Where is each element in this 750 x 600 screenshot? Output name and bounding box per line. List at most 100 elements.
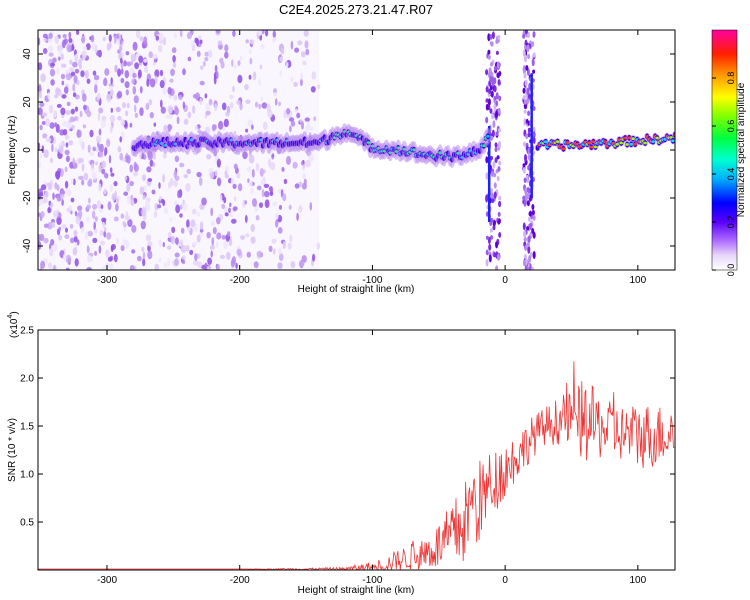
noise-cell	[38, 62, 43, 71]
noise-cell	[216, 217, 221, 225]
artifact-cell	[490, 72, 494, 77]
noise-cell	[181, 255, 187, 260]
noise-cell	[86, 110, 92, 118]
noise-cell	[245, 233, 250, 238]
noise-cell	[204, 57, 209, 62]
noise-cell	[224, 51, 229, 59]
track-peak	[603, 140, 608, 144]
noise-cell	[60, 107, 66, 116]
noise-cell	[58, 234, 63, 241]
artifact-cell	[524, 30, 528, 35]
noise-cell	[179, 213, 183, 218]
noise-cell	[108, 34, 112, 42]
noise-cell	[124, 81, 130, 89]
track-peak	[555, 140, 560, 144]
artifact-cell	[523, 141, 526, 147]
noise-cell	[310, 126, 314, 131]
noise-cell	[41, 145, 45, 154]
noise-cell	[70, 197, 75, 203]
noise-cell	[244, 214, 248, 223]
noise-cell	[81, 163, 85, 172]
noise-cell	[60, 73, 66, 80]
artifact-cell	[494, 147, 498, 153]
artifact-cell	[532, 231, 536, 239]
noise-cell	[52, 57, 57, 63]
artifact-cell	[493, 66, 497, 71]
artifact-cell	[522, 87, 526, 94]
noise-cell	[119, 152, 124, 161]
artifact-cell	[489, 34, 493, 40]
noise-cell	[70, 210, 73, 215]
noise-cell	[265, 30, 269, 37]
noise-cell	[187, 56, 192, 62]
artifact-cell	[526, 187, 530, 193]
noise-cell	[144, 200, 150, 209]
noise-cell	[297, 40, 303, 46]
snr-x-ticks: -300 -200 -100 0 100	[97, 330, 647, 586]
noise-cell	[193, 260, 199, 266]
artifact-cell	[495, 241, 499, 249]
noise-cell	[214, 103, 218, 112]
noise-cell	[203, 61, 206, 67]
noise-cell	[279, 70, 282, 77]
noise-cell	[173, 170, 177, 179]
artifact-cell	[488, 254, 492, 263]
noise-cell	[207, 257, 213, 265]
noise-cell	[206, 154, 212, 160]
noise-cell	[42, 133, 48, 139]
noise-cell	[63, 38, 68, 45]
noise-cell	[95, 135, 102, 143]
noise-cell	[263, 183, 270, 188]
noise-cell	[258, 202, 264, 209]
noise-cell	[115, 203, 119, 212]
noise-cell	[174, 200, 178, 206]
noise-cell	[171, 226, 176, 234]
noise-cell	[78, 157, 84, 163]
noise-cell	[66, 188, 72, 197]
noise-cell	[196, 171, 202, 178]
noise-cell	[68, 140, 74, 146]
artifact-cell	[532, 215, 536, 221]
artifact-cell	[488, 88, 492, 95]
artifact-cell	[527, 154, 531, 160]
artifact-cell	[496, 61, 500, 70]
noise-cell	[92, 147, 97, 152]
noise-cell	[160, 99, 163, 108]
noise-cell	[248, 74, 252, 80]
noise-cell	[116, 33, 119, 39]
x-tick-label: -100	[362, 575, 382, 586]
colorbar-tick-label: 0.2	[726, 216, 736, 229]
artifact-cell	[532, 251, 536, 259]
noise-cell	[43, 149, 49, 158]
artifact-cell	[527, 31, 530, 39]
noise-cell	[312, 253, 316, 262]
noise-cell	[42, 48, 48, 55]
noise-cell	[304, 40, 309, 49]
noise-cell	[216, 158, 221, 168]
noise-cell	[186, 168, 191, 175]
noise-cell	[86, 245, 90, 254]
noise-cell	[201, 197, 207, 206]
noise-cell	[130, 53, 137, 62]
noise-cell	[259, 167, 264, 177]
artifact-cell	[527, 245, 531, 254]
artifact-cell	[491, 113, 495, 120]
noise-cell	[174, 237, 179, 245]
noise-cell	[38, 160, 41, 169]
noise-cell	[65, 254, 72, 264]
noise-cell	[219, 254, 226, 259]
noise-cell	[296, 212, 299, 221]
artifact-cell	[493, 191, 497, 199]
artifact-cell	[485, 249, 489, 256]
noise-cell	[48, 104, 54, 114]
noise-cell	[204, 51, 210, 57]
artifact-cell	[489, 108, 493, 114]
artifact-cell	[493, 252, 497, 258]
y-tick-label: -20	[22, 190, 33, 205]
noise-cell	[256, 185, 262, 191]
noise-cell	[192, 94, 198, 99]
noise-cell	[48, 32, 53, 40]
track-peak	[591, 140, 596, 144]
noise-cell	[62, 253, 67, 262]
noise-cell	[137, 255, 142, 262]
